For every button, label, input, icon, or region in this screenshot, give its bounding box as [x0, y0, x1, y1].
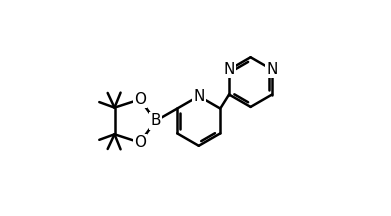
Text: N: N — [193, 89, 204, 104]
Text: N: N — [266, 62, 278, 77]
Text: O: O — [134, 135, 146, 150]
Text: B: B — [150, 113, 161, 129]
Text: N: N — [223, 62, 235, 77]
Text: O: O — [134, 92, 146, 107]
